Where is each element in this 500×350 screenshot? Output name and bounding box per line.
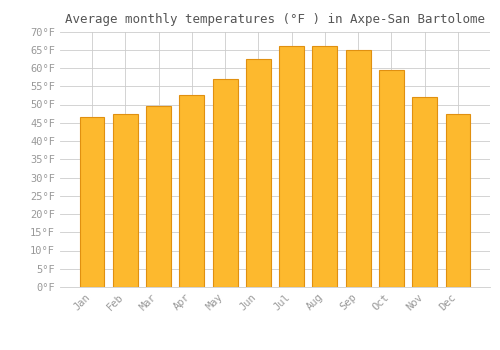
Title: Average monthly temperatures (°F ) in Axpe-San Bartolome: Average monthly temperatures (°F ) in Ax…	[65, 13, 485, 26]
Bar	[412, 97, 437, 287]
Bar	[180, 95, 204, 287]
Bar	[446, 114, 470, 287]
Bar	[279, 46, 304, 287]
Bar	[312, 46, 338, 287]
Bar	[379, 70, 404, 287]
Bar	[246, 59, 271, 287]
Bar	[80, 117, 104, 287]
Bar	[113, 114, 138, 287]
Bar	[212, 79, 238, 287]
Bar	[346, 50, 370, 287]
Bar	[146, 106, 171, 287]
